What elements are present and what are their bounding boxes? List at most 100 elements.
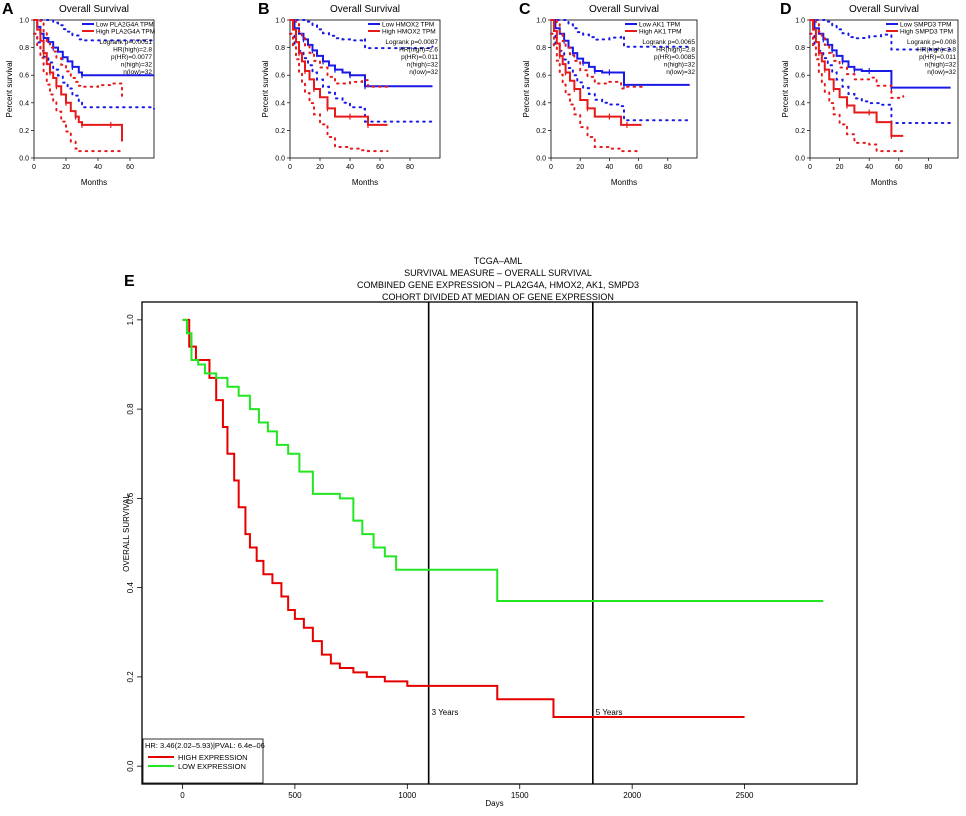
x-tick-label: 0: [549, 164, 553, 171]
panel-title: Overall Survival: [59, 4, 129, 15]
legend-label: Low AK1 TPM: [639, 22, 680, 29]
ci-lower-band: [290, 34, 388, 151]
stat-text: p(HR)=0.0077: [111, 54, 152, 61]
y-tick-label: 0.2: [795, 128, 805, 135]
x-tick-label: 500: [288, 791, 302, 800]
legend-label: High HMOX2 TPM: [382, 29, 436, 36]
high-expression-curve: [182, 320, 744, 717]
y-tick-label: 0.2: [126, 671, 135, 683]
y-tick-label: 1.0: [126, 314, 135, 326]
x-tick-label: 20: [316, 164, 324, 171]
x-axis-label: Months: [611, 178, 637, 187]
panel-e: E TCGA–AML SURVIVAL MEASURE – OVERALL SURV…: [122, 256, 857, 808]
y-tick-label: 0.4: [126, 582, 135, 594]
y-tick-label: 0.4: [795, 100, 805, 107]
legend-label: HIGH EXPRESSION: [178, 753, 248, 762]
y-tick-label: 1.0: [795, 18, 805, 25]
chart-title-line: SURVIVAL MEASURE – OVERALL SURVIVAL: [404, 268, 592, 278]
x-tick-label: 80: [406, 164, 414, 171]
stat-text: n(low)=32: [409, 69, 438, 76]
stat-text: p(HR)=0.0085: [654, 54, 695, 61]
x-tick-label: 0: [32, 164, 36, 171]
x-axis-label: Months: [81, 178, 107, 187]
y-tick-label: 0.0: [126, 760, 135, 772]
x-tick-label: 2500: [736, 791, 754, 800]
panel-letter: D: [780, 1, 792, 18]
y-tick-label: 0.4: [536, 100, 546, 107]
y-tick-label: 0.2: [275, 128, 285, 135]
stat-text: HR(high)=2.8: [656, 47, 695, 54]
x-tick-label: 40: [865, 164, 873, 171]
y-tick-label: 0.2: [536, 128, 546, 135]
x-tick-label: 2000: [623, 791, 641, 800]
x-tick-label: 40: [94, 164, 102, 171]
chart-title-line: COHORT DIVIDED AT MEDIAN OF GENE EXPRESS…: [382, 292, 614, 302]
x-tick-label: 20: [62, 164, 70, 171]
x-tick-label: 60: [376, 164, 384, 171]
y-tick-label: 0.8: [126, 403, 135, 415]
x-tick-label: 80: [925, 164, 933, 171]
x-axis-label: Days: [485, 799, 503, 808]
panel-letter: E: [124, 273, 135, 290]
stat-text: n(high)=32: [664, 62, 696, 69]
y-axis-label: OVERALL SURVIVAL: [122, 494, 131, 572]
stat-text: HR(high)=2.8: [113, 47, 152, 54]
stat-text: n(high)=32: [925, 62, 957, 69]
stat-text: n(low)=32: [666, 69, 695, 76]
x-axis-label: Months: [871, 178, 897, 187]
stat-text: n(high)=32: [121, 62, 153, 69]
y-tick-label: 0.0: [795, 156, 805, 163]
panel-title: Overall Survival: [849, 4, 919, 15]
panel-c: C Overall Survival 0.0 0.2 0.4 0.6 0.8 1.0 0 20 40…: [519, 1, 697, 187]
stat-text: HR(high)=2.6: [399, 47, 438, 54]
x-tick-label: 0: [808, 164, 812, 171]
stat-text: p(HR)=0.011: [919, 54, 956, 61]
y-axis-label: Percent survival: [261, 60, 270, 117]
stat-text: Logrank p=0.0051: [99, 39, 152, 46]
panel-letter: C: [519, 1, 531, 18]
y-tick-label: 0.8: [536, 45, 546, 52]
y-tick-label: 1.0: [275, 18, 285, 25]
x-tick-label: 1000: [398, 791, 416, 800]
legend-label: High SMPD3 TPM: [900, 29, 953, 36]
y-tick-label: 0.0: [536, 156, 546, 163]
legend-label: High PLA2G4A TPM: [96, 29, 155, 36]
y-tick-label: 0.4: [19, 100, 29, 107]
y-tick-label: 0.6: [536, 73, 546, 80]
panel-title: Overall Survival: [589, 4, 659, 15]
panel-b: B Overall Survival 0.0 0.2 0.4 0.6 0.8 1.0 0 20 40…: [258, 1, 440, 187]
stat-text: Logrank p=0.008: [907, 39, 956, 46]
y-tick-label: 0.6: [795, 73, 805, 80]
panel-title: Overall Survival: [330, 4, 400, 15]
x-tick-label: 60: [635, 164, 643, 171]
chart-title-line: COMBINED GENE EXPRESSION – PLA2G4A, HMOX…: [357, 280, 639, 290]
panel-d: D Overall Survival0.00.20.40.60.81.00 20 40…: [780, 1, 958, 187]
panel-letter: A: [2, 1, 14, 18]
x-tick-label: 40: [606, 164, 614, 171]
x-tick-label: 60: [895, 164, 903, 171]
legend-label: Low HMOX2 TPM: [382, 22, 434, 29]
low-expression-curve: [182, 320, 823, 601]
y-tick-label: 1.0: [536, 18, 546, 25]
panel-letter: B: [258, 1, 270, 18]
x-tick-label: 80: [664, 164, 672, 171]
chart-title-line: TCGA–AML: [474, 256, 523, 266]
ci-lower-band: [810, 34, 903, 151]
x-axis-label: Months: [352, 178, 378, 187]
legend-label: Low SMPD3 TPM: [900, 22, 952, 29]
legend-label: Low PLA2G4A TPM: [96, 22, 154, 29]
x-tick-label: 0: [288, 164, 292, 171]
y-tick-label: 0.8: [795, 45, 805, 52]
y-tick-label: 0.0: [19, 156, 29, 163]
y-axis-label: Percent survival: [522, 60, 531, 117]
y-tick-label: 0.6: [19, 73, 29, 80]
figure-canvas: A Overall Survival 0.0 0.2 0.4 0.6 0.8 1.0 0 20 40…: [0, 0, 966, 811]
x-tick-label: 40: [346, 164, 354, 171]
stat-text: Logrank p=0.0087: [385, 39, 438, 46]
x-tick-label: 20: [576, 164, 584, 171]
panel-a: A Overall Survival0.00.20.40.60.81.00 20 40…: [2, 1, 155, 187]
y-axis-label: Percent survival: [5, 60, 14, 117]
y-tick-label: 0.8: [275, 45, 285, 52]
ci-lower-band: [34, 34, 122, 151]
y-axis-label: Percent survival: [781, 60, 790, 117]
